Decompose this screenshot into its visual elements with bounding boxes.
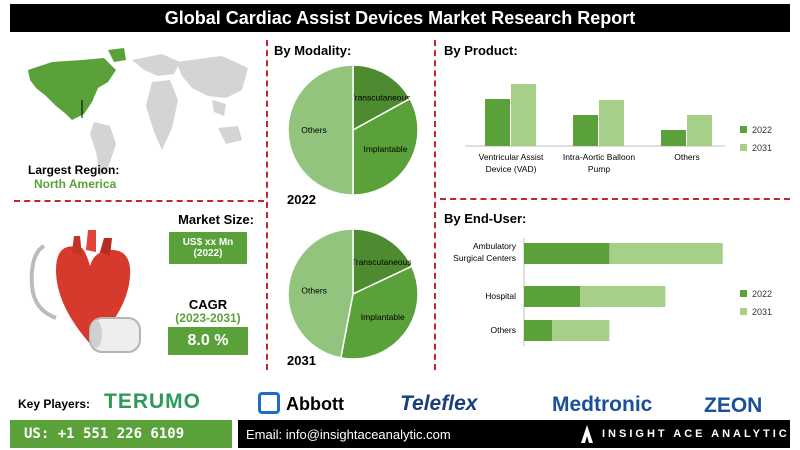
phone-number[interactable]: US: +1 551 226 6109: [10, 420, 232, 448]
end-user-category-label: Ambulatory: [473, 241, 517, 251]
pie-label-others: Others: [301, 285, 327, 295]
market-size-box: US$ xx Mn (2022): [169, 232, 247, 264]
divider-right: [440, 198, 790, 200]
product-category-label: Others: [674, 152, 700, 162]
product-legend-swatch-2022: [740, 126, 747, 133]
product-bar-others-2031: [687, 115, 712, 146]
market-size-value: US$ xx Mn: [182, 237, 234, 248]
pie-chart-2022: Transcutaneous Implantable Others: [287, 64, 419, 196]
pie-slice-others: [287, 228, 354, 359]
end-user-category-label: Others: [490, 325, 516, 335]
pie-year-2022: 2022: [287, 192, 316, 207]
pie-slice-implantable: [339, 265, 419, 360]
product-legend-label-2031: 2031: [752, 143, 772, 153]
product-bar-intra-aortic-balloon-pump-2022: [573, 115, 598, 146]
product-heading: By Product:: [444, 43, 518, 58]
end-user-bar-ambulatory-surgical-centers-2022: [524, 243, 610, 264]
key-players-label: Key Players:: [18, 397, 91, 411]
abbott-logo: Abbott: [286, 394, 344, 414]
market-size-label: Market Size:: [178, 212, 254, 227]
product-bar-others-2022: [661, 130, 686, 146]
pie-label-implantable: Implantable: [361, 312, 405, 322]
product-bar-ventricular-assist-device-vad-2031: [511, 84, 536, 146]
product-bar-chart: Ventricular Assist Device (VAD) Intra-Aort…: [465, 84, 772, 174]
modality-heading: By Modality:: [274, 43, 352, 58]
report-title: Global Cardiac Assist Devices Market Res…: [10, 4, 790, 32]
world-map-icon: [28, 48, 248, 176]
zeon-logo: ZEON: [704, 394, 763, 417]
product-category-label: Intra-Aortic Balloon: [563, 152, 636, 162]
abbott-icon: [258, 392, 280, 414]
region-label: Largest Region:: [28, 163, 120, 177]
end-user-bar-hospital-2031: [580, 286, 666, 307]
end-user-legend-label-2022: 2022: [752, 289, 772, 299]
market-size-year: (2022): [193, 248, 223, 259]
region-value: North America: [34, 177, 117, 191]
brand-name: INSIGHT ACE ANALYTIC: [602, 428, 790, 440]
brand-logo-icon: [581, 425, 593, 443]
teleflex-logo: Teleflex: [400, 392, 478, 415]
end-user-category-label: Surgical Centers: [453, 253, 516, 263]
pie-chart-2031: Transcutaneous Implantable Others: [287, 228, 419, 360]
divider-v1: [266, 40, 268, 370]
pie-label-transcutaneous: Transcutaneous: [350, 93, 411, 103]
cagr-period: (2023-2031): [175, 311, 241, 325]
email-address[interactable]: Email: info@insightaceanalytic.com: [246, 426, 451, 442]
pie-slice-implantable: [352, 97, 419, 196]
end-user-legend-label-2031: 2031: [752, 307, 772, 317]
end-user-legend-swatch-2022: [740, 290, 747, 297]
cagr-label: CAGR: [188, 297, 228, 312]
product-bar-intra-aortic-balloon-pump-2031: [599, 100, 624, 146]
end-user-bar-hospital-2022: [524, 286, 580, 307]
pie-label-transcutaneous: Transcutaneous: [351, 257, 412, 267]
pie-label-implantable: Implantable: [363, 144, 407, 154]
product-legend-swatch-2031: [740, 144, 747, 151]
end-user-legend-swatch-2031: [740, 308, 747, 315]
product-category-label: Ventricular Assist: [479, 152, 544, 162]
product-legend-label-2022: 2022: [752, 125, 772, 135]
heart-device-icon: [29, 230, 141, 353]
pie-slice-transcutaneous: [352, 228, 413, 296]
end-user-category-label: Hospital: [485, 291, 516, 301]
end-user-bar-others-2031: [552, 320, 610, 341]
terumo-logo: TERUMO: [104, 390, 201, 413]
pie-slice-others: [287, 64, 354, 196]
end-user-bar-ambulatory-surgical-centers-2031: [609, 243, 723, 264]
product-category-label: Pump: [588, 164, 610, 174]
medtronic-logo: Medtronic: [552, 393, 653, 416]
pie-slice-transcutaneous: [352, 64, 411, 132]
divider-left: [14, 200, 264, 202]
pie-year-2031: 2031: [287, 353, 316, 368]
pie-label-others: Others: [301, 125, 327, 135]
end-user-bar-chart: Ambulatory Surgical Centers Hospital Others…: [453, 238, 772, 346]
end-user-heading: By End-User:: [444, 211, 527, 226]
product-bar-ventricular-assist-device-vad-2022: [485, 99, 510, 146]
cagr-value: 8.0 %: [168, 327, 248, 355]
end-user-bar-others-2022: [524, 320, 552, 341]
divider-v2: [434, 40, 436, 370]
product-category-label: Device (VAD): [486, 164, 537, 174]
footer-bar: Email: info@insightaceanalytic.com INSIG…: [238, 420, 790, 448]
